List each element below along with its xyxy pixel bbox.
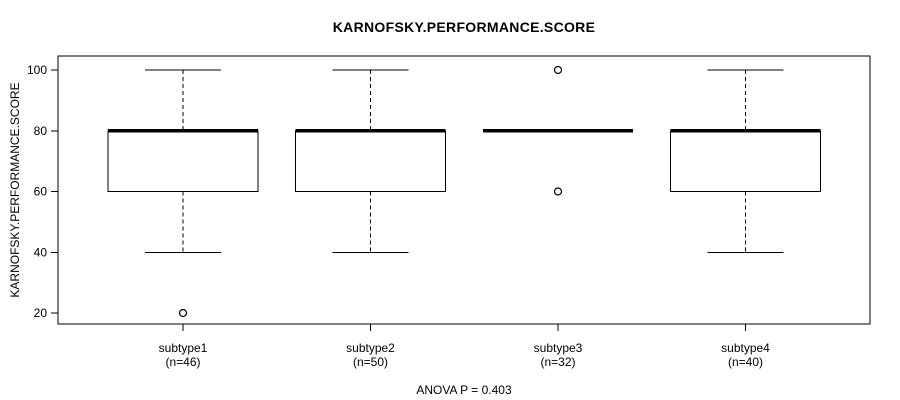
outlier-point [553,65,563,75]
x-tick-sublabel: (n=40) [728,355,763,369]
chart-title: KARNOFSKY.PERFORMANCE.SCORE [332,19,596,35]
y-tick-label: 20 [34,306,48,320]
anova-annotation: ANOVA P = 0.403 [416,383,512,397]
y-tick-label: 60 [34,185,48,199]
boxplot-subtype2: subtype2(n=50) [295,69,446,369]
box [295,130,446,192]
x-tick-label: subtype1 [159,341,208,355]
outlier-point [553,187,563,196]
box [107,130,259,192]
y-tick-label: 80 [34,124,48,138]
outlier-point [178,308,188,318]
x-tick-sublabel: (n=46) [165,355,200,369]
boxplot-subtype3: subtype3(n=32) [483,65,633,369]
x-tick-sublabel: (n=32) [540,355,575,369]
x-tick-label: subtype3 [534,341,583,355]
boxplot-subtype1: subtype1(n=46) [107,69,259,369]
x-tick-sublabel: (n=50) [353,355,388,369]
y-tick-label: 100 [27,63,47,77]
x-tick-label: subtype2 [346,341,395,355]
box [670,130,821,192]
y-tick-label: 40 [34,245,48,259]
plot-border [57,55,871,325]
x-tick-label: subtype4 [721,341,770,355]
boxplot-subtype4: subtype4(n=40) [670,69,821,369]
